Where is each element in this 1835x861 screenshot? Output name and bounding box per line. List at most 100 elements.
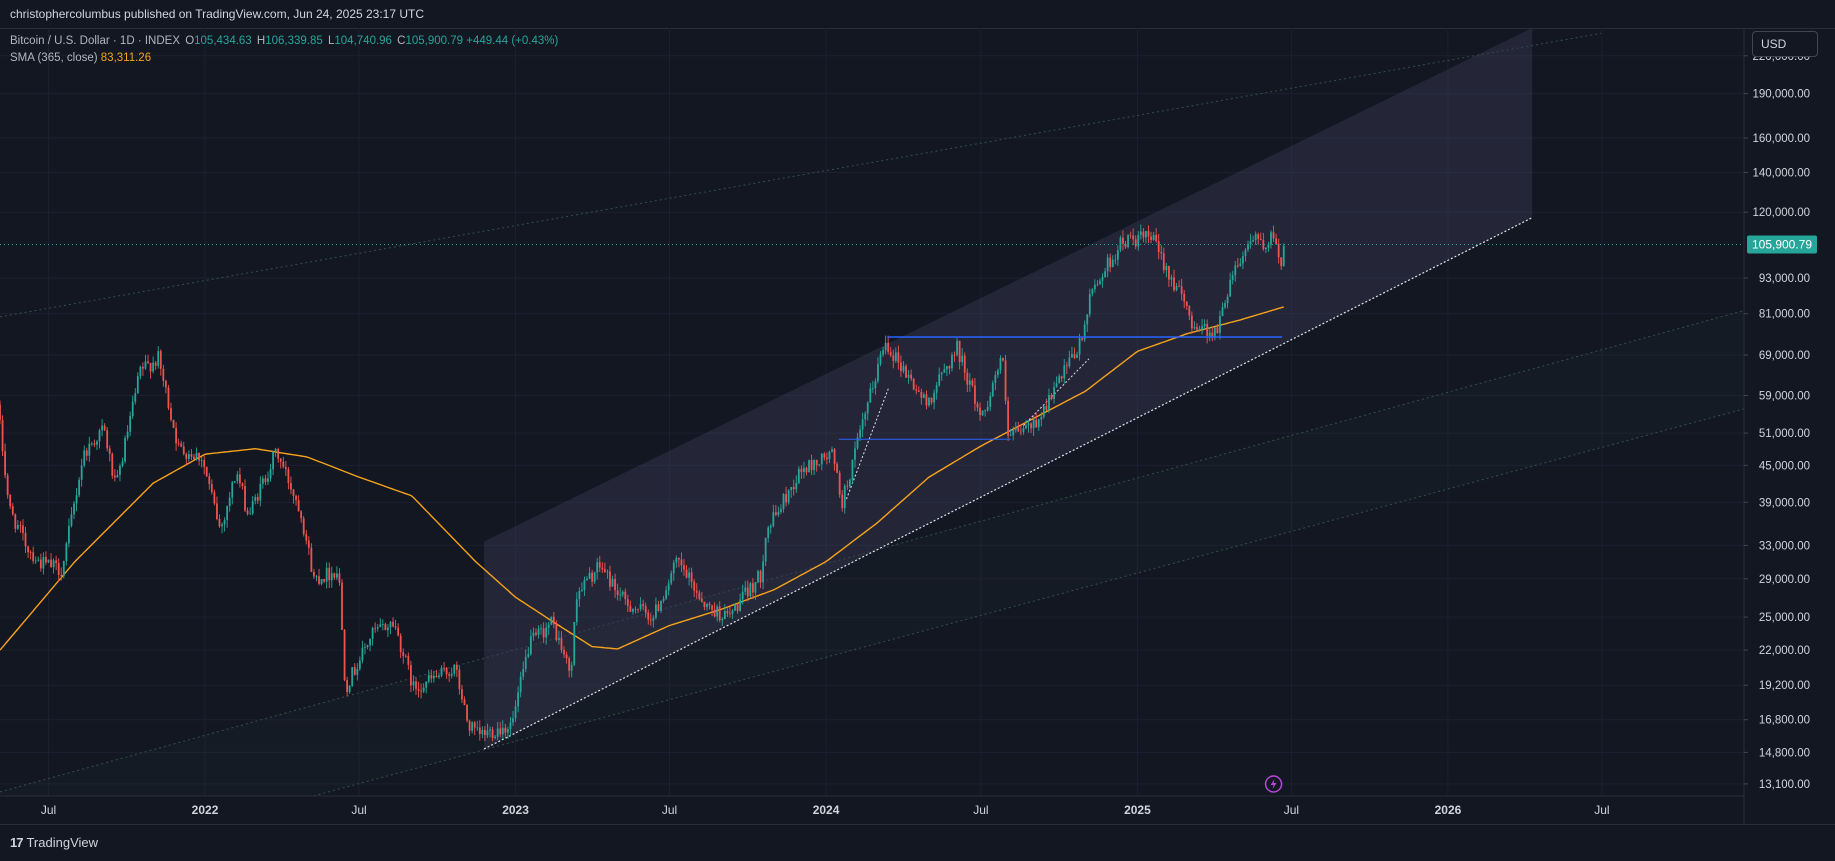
legend-sma-label[interactable]: SMA (365, close)	[10, 52, 98, 64]
candle-body	[351, 667, 354, 686]
candle-body	[287, 469, 290, 484]
candle-body	[1122, 237, 1124, 244]
candle-body	[1188, 306, 1191, 316]
candle-body	[619, 594, 622, 596]
price-chart[interactable]: 220,000.00190,000.00160,000.00140,000.00…	[0, 28, 1835, 824]
candle-body	[984, 410, 987, 412]
candle-body	[532, 632, 535, 637]
candle-body	[1147, 231, 1150, 237]
candle-body	[1252, 240, 1255, 242]
candle-body	[264, 478, 267, 482]
candle-body	[450, 673, 453, 676]
candle-body	[129, 416, 132, 432]
x-tick-label: 2025	[1124, 803, 1151, 817]
candle-body	[249, 513, 252, 515]
candle-body	[96, 441, 98, 445]
candle-body	[866, 402, 869, 414]
candle-body	[629, 605, 632, 612]
candle-body	[83, 450, 86, 466]
candle-body	[785, 494, 787, 503]
x-tick-label: Jul	[1594, 803, 1609, 817]
candle-body	[55, 560, 58, 564]
candle-body	[611, 578, 614, 587]
candle-body	[815, 459, 818, 466]
candle-body	[486, 730, 489, 736]
candle-body	[90, 443, 93, 445]
candle-body	[685, 569, 688, 578]
candle-body	[683, 565, 685, 570]
plot-area[interactable]	[0, 28, 1744, 824]
candle-body	[614, 578, 616, 591]
candle-body	[1236, 265, 1239, 267]
candle-body	[1170, 277, 1173, 280]
events-layer	[1264, 775, 1283, 793]
candle-body	[777, 511, 780, 515]
y-tick-label: 39,000.00	[1759, 497, 1810, 509]
candle-body	[586, 578, 588, 580]
candle-body	[39, 559, 42, 569]
candle-body	[1030, 423, 1032, 429]
candle-body	[1173, 277, 1175, 291]
candle-body	[912, 378, 915, 390]
legend-symbol[interactable]: Bitcoin / U.S. Dollar · 1D · INDEX	[10, 35, 180, 47]
candle-body	[877, 364, 879, 382]
candle-body	[27, 546, 29, 553]
candle-body	[555, 624, 558, 641]
candle-body	[711, 605, 713, 610]
candle-body	[374, 627, 377, 629]
price-axis[interactable]: 220,000.00190,000.00160,000.00140,000.00…	[1744, 51, 1810, 791]
candle-body	[938, 374, 941, 386]
candle-body	[1206, 324, 1209, 336]
candle-body	[499, 728, 502, 735]
candle-body	[124, 438, 126, 462]
candle-body	[1007, 400, 1010, 436]
last-price-tag: 105,900.79	[1747, 235, 1817, 254]
currency-button[interactable]: USD	[1752, 31, 1818, 57]
candle-body	[1152, 234, 1155, 241]
candle-body	[1139, 231, 1142, 236]
candle-body	[974, 385, 976, 404]
candle-body	[1264, 247, 1267, 250]
candle-body	[1272, 232, 1275, 239]
candle-body	[670, 573, 673, 584]
candle-body	[792, 487, 795, 490]
candle-body	[884, 342, 887, 351]
candle-body	[1157, 241, 1160, 253]
candle-body	[381, 624, 384, 625]
candle-body	[468, 720, 471, 731]
candle-body	[14, 514, 17, 529]
candle-body	[797, 468, 800, 483]
tradingview-logo[interactable]: 17 TradingView	[10, 835, 98, 850]
candle-body	[379, 624, 382, 628]
candle-body	[660, 601, 662, 611]
candle-body	[512, 718, 514, 723]
time-axis[interactable]: Jul 2022 Jul 2023 Jul 2024 Jul 2025 Jul 2026 Jul	[41, 803, 1610, 817]
candle-body	[399, 635, 402, 653]
candle-body	[302, 518, 305, 535]
candle-body	[170, 408, 172, 420]
candle-body	[772, 512, 775, 526]
candle-body	[688, 572, 690, 578]
candle-body	[93, 443, 96, 445]
candle-body	[820, 453, 823, 465]
candle-body	[882, 350, 884, 355]
candle-body	[42, 556, 45, 569]
candle-body	[335, 573, 338, 578]
legend-sma-row: SMA (365, close) 83,311.26	[10, 50, 558, 67]
y-tick-label: 69,000.00	[1759, 350, 1810, 362]
candle-body	[1160, 252, 1163, 254]
x-tick-label: 2022	[192, 803, 219, 817]
candle-body	[1231, 275, 1234, 280]
candle-body	[282, 461, 285, 467]
legend-symbol-row: Bitcoin / U.S. Dollar · 1D · INDEX O105,…	[10, 33, 558, 50]
candle-body	[1083, 324, 1086, 340]
candle-body	[859, 429, 861, 438]
candle-body	[999, 358, 1002, 371]
candle-body	[905, 366, 907, 378]
candle-body	[47, 559, 50, 563]
candle-body	[251, 500, 254, 514]
candle-body	[953, 354, 956, 356]
candle-body	[384, 624, 387, 631]
candle-body	[1145, 231, 1147, 238]
candle-body	[1009, 435, 1012, 437]
